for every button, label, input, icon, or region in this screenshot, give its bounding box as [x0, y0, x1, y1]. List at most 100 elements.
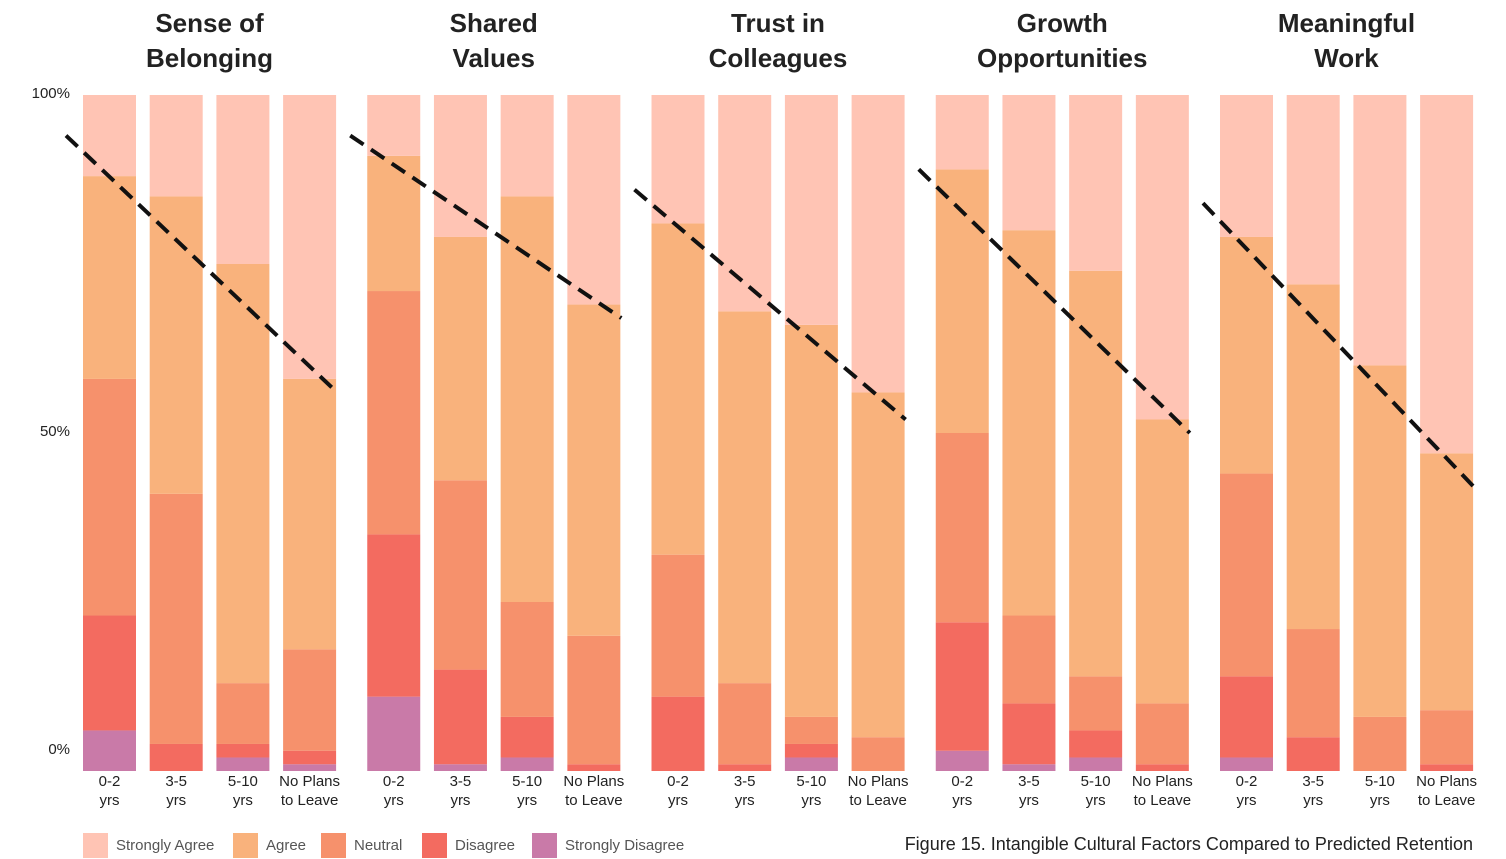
legend-swatch [233, 833, 258, 858]
chart-title: Trust in Colleagues [708, 8, 848, 73]
bar-segment [1135, 419, 1189, 704]
x-tick-label: 0-2 yrs [98, 773, 121, 809]
bar-segment [1069, 757, 1123, 771]
x-tick-label: 5-10 yrs [1364, 773, 1395, 809]
bar-segment [83, 95, 136, 177]
bar-segment [83, 176, 136, 379]
bar-segment [651, 696, 705, 771]
bar-segment [1002, 230, 1056, 616]
bar-segment [851, 95, 905, 393]
bar-segment [567, 304, 621, 636]
bar-segment [718, 683, 772, 765]
bar-segment [433, 236, 487, 481]
bar-segment [500, 602, 554, 717]
bar-segment [1420, 764, 1474, 771]
trend-line [633, 188, 907, 422]
chart-title: Growth Opportunities [977, 8, 1148, 73]
bar-segment [216, 743, 270, 758]
bar-segment [1220, 95, 1273, 237]
bar-segment [1002, 95, 1056, 231]
chart-title: Meaningful Work [1277, 8, 1416, 73]
bar-segment [784, 95, 838, 325]
bar-segment [367, 155, 421, 292]
bar-segment [1286, 95, 1340, 285]
bar-segment [433, 669, 487, 765]
bar-segment [216, 95, 270, 264]
x-tick-label: 5-10 yrs [227, 773, 258, 809]
bar-segment [1353, 716, 1407, 771]
y-tick-label: 0% [48, 741, 70, 758]
bar-segment [1002, 703, 1056, 765]
bar-segment [567, 764, 621, 771]
bar-segment [1286, 737, 1340, 771]
bar-segment [500, 757, 554, 771]
bar-segment [935, 622, 989, 751]
bar-segment [1286, 629, 1340, 738]
bar-segment [149, 95, 203, 197]
bar-segment [283, 764, 337, 771]
x-tick-label: 5-10 yrs [512, 773, 543, 809]
legend-swatch [321, 833, 346, 858]
y-tick-label: 100% [31, 85, 70, 102]
bar-segment [1135, 764, 1189, 771]
bar-segment [1420, 453, 1474, 711]
bar-segment [1220, 236, 1273, 474]
bar-segment [935, 750, 989, 771]
bar-segment [651, 95, 705, 224]
bar-segment [784, 716, 838, 744]
trend-line [64, 134, 339, 394]
x-tick-label: 3-5 yrs [165, 773, 188, 809]
bar-segment [367, 291, 421, 535]
x-tick-label: 0-2 yrs [951, 773, 974, 809]
bar-segment [1069, 270, 1123, 677]
legend-label: Strongly Disagree [565, 837, 685, 854]
bar-segment [83, 378, 136, 616]
bar-segment [851, 737, 905, 771]
x-tick-label: No Plans to Leave [847, 773, 909, 809]
bar-segment [1069, 95, 1123, 271]
chart-title: Sense of Belonging [145, 8, 274, 73]
bar-segment [1069, 676, 1123, 731]
bar-segment [283, 95, 337, 379]
bar-segment [433, 764, 487, 771]
bar-segment [433, 480, 487, 670]
chart-title: Shared Values [449, 8, 538, 73]
bar-segment [851, 392, 905, 738]
bar-segment [149, 743, 203, 771]
x-tick-label: 3-5 yrs [1018, 773, 1040, 809]
bar-segment [216, 757, 270, 771]
bar-segment [1420, 95, 1474, 454]
bar-segment [1135, 95, 1189, 420]
bar-segment [1220, 676, 1273, 758]
bar-segment [283, 378, 337, 650]
x-tick-label: 5-10 yrs [1080, 773, 1111, 809]
bar-segment [367, 696, 421, 771]
legend-label: Neutral [354, 837, 403, 854]
x-tick-label: 3-5 yrs [1302, 773, 1325, 809]
bar-segment [367, 95, 421, 156]
bar-segment [935, 95, 989, 170]
legend-swatch [422, 833, 447, 858]
x-tick-label: No Plans to Leave [1416, 773, 1478, 809]
bar-segment [149, 196, 203, 494]
bar-segment [283, 649, 337, 751]
bar-segment [784, 757, 838, 771]
bar-segment [718, 764, 772, 771]
legend-swatch [532, 833, 557, 858]
bar-segment [500, 716, 554, 758]
x-tick-label: 3-5 yrs [733, 773, 756, 809]
y-tick-label: 50% [39, 423, 70, 440]
legend-label: Disagree [455, 837, 516, 854]
bar-segment [1353, 365, 1407, 717]
bar-segment [1069, 730, 1123, 758]
bar-segment [1353, 95, 1407, 366]
bar-segment [1002, 615, 1056, 704]
bar-segment [567, 95, 621, 305]
bar-segment [651, 223, 705, 555]
x-tick-label: 0-2 yrs [667, 773, 689, 809]
x-tick-label: No Plans to Leave [1131, 773, 1193, 809]
bar-segment [1002, 764, 1056, 771]
x-tick-label: 5-10 yrs [796, 773, 827, 809]
bar-segment [216, 683, 270, 744]
legend-swatch [83, 833, 108, 858]
